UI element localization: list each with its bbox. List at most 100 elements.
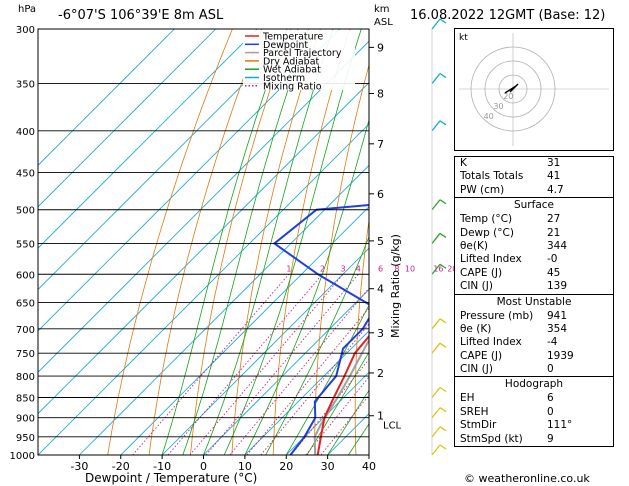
temp-tick-label: 30 (321, 460, 335, 473)
isotherm-line (120, 206, 369, 455)
pressure-tick-label: 700 (16, 325, 35, 336)
surface-label: CIN (J) (460, 280, 493, 293)
most-unstable-value: 0 (547, 363, 554, 376)
pressure-tick-label: 650 (16, 299, 35, 310)
isotherm-line (38, 29, 258, 249)
index-label: K (460, 157, 467, 169)
temp-tick-label: -10 (153, 460, 171, 473)
mixing-ratio-line (205, 273, 359, 455)
isotherm-line (79, 164, 369, 455)
isotherm-line (285, 371, 369, 455)
mixing-ratio-label: 3 (341, 264, 346, 273)
surface-title: Surface (513, 199, 554, 212)
wind-barb-flag (439, 263, 447, 269)
index-value: 31 (547, 157, 561, 169)
pressure-tick-label: 400 (16, 127, 35, 138)
surface-value: 21 (547, 226, 561, 239)
hodograph-stat-value: 9 (547, 432, 554, 445)
mixing-ratio-line (189, 273, 344, 455)
surface-row: CIN (J) 139 (455, 280, 613, 293)
pressure-tick-label: 450 (16, 168, 35, 179)
height-tick-label: 6 (377, 188, 384, 201)
legend-entry: Mixing Ratio (263, 81, 322, 92)
most-unstable-label: θe (K) (460, 322, 492, 335)
surface-value: 45 (547, 266, 561, 279)
hodograph-stat-row: EH 6 (455, 392, 613, 405)
mixing-ratio-line (246, 307, 369, 455)
mixing-ratio-label: 10 (405, 264, 415, 273)
mixing-ratio-label: 8 (394, 264, 399, 273)
wind-barb (431, 444, 441, 456)
wind-barb-flag (439, 426, 447, 432)
isotherm-line (161, 247, 369, 455)
height-tick-label: 9 (377, 41, 384, 54)
wind-barb-flag (439, 386, 447, 393)
dry-adiabat-line (272, 29, 351, 455)
pressure-tick-label: 300 (16, 25, 35, 36)
legend-entry: Wet Adiabat (263, 65, 321, 76)
temp-tick-label: 40 (362, 460, 376, 473)
pressure-tick-label: 600 (16, 270, 35, 281)
dry-adiabat-line (148, 29, 263, 455)
pressure-tick-label: 900 (16, 414, 35, 425)
wind-barb (431, 18, 441, 30)
mixing-ratio-line (260, 323, 369, 455)
surface-value: -0 (547, 253, 558, 266)
dewpoint-line (272, 203, 369, 455)
temp-tick-label: 10 (238, 460, 252, 473)
wind-barb (431, 120, 441, 132)
hodograph-stat-row: StmDir 111° (455, 419, 613, 432)
surface-value: 139 (547, 280, 568, 293)
isotherm-line (38, 123, 369, 455)
index-label: PW (cm) (460, 183, 505, 196)
hodograph-ring-label: 20 (503, 92, 513, 101)
surface-value: 27 (547, 213, 561, 226)
hodograph-trace (504, 83, 519, 94)
indices-panel: K 31 Totals Totals 41 PW (cm) 4.7 Surface Tem… (454, 156, 614, 448)
height-tick-label: 4 (377, 283, 384, 296)
most-unstable-value: 941 (547, 309, 568, 322)
index-label: Totals Totals (460, 170, 524, 183)
surface-row: CAPE (J) 45 (455, 267, 613, 280)
wet-adiabat-line (182, 29, 309, 455)
pressure-unit: hPa (18, 4, 37, 15)
temp-tick-label: -30 (70, 460, 88, 473)
most-unstable-row: θe (K) 354 (455, 323, 613, 336)
height-tick-label: 8 (377, 88, 384, 101)
wind-barb-flag (439, 199, 447, 205)
surface-row: Lifted Index -0 (455, 253, 613, 266)
surface-label: Temp (°C) (460, 213, 513, 226)
most-unstable-label: CIN (J) (460, 363, 493, 376)
pressure-tick-label: 950 (16, 433, 35, 444)
hodograph-ring-label: 30 (493, 102, 503, 111)
height-unit: km (374, 4, 390, 15)
wind-barb (431, 407, 441, 419)
mixing-ratio-label: 6 (378, 264, 383, 273)
pressure-tick-label: 750 (16, 349, 35, 360)
mixing-ratio-line (320, 394, 369, 455)
most-unstable-value: 1939 (547, 349, 574, 362)
wet-adiabat-line (306, 351, 369, 455)
index-row: Totals Totals 41 (455, 170, 613, 183)
wind-barb-flag (439, 120, 447, 126)
wet-adiabat-line (161, 29, 288, 455)
hodograph-unit: kt (459, 33, 468, 43)
mixing-ratio-line (167, 273, 323, 455)
surface-row: Temp (°C) 27 (455, 213, 613, 226)
datetime-title: 16.08.2022 12GMT (Base: 12) (410, 8, 606, 23)
pressure-tick-label: 850 (16, 393, 35, 404)
isotherm-line (38, 29, 299, 291)
height-tick-label: 7 (377, 138, 384, 151)
wind-barb-flag (439, 444, 447, 450)
wind-barb (431, 73, 441, 84)
hodograph-stat-label: SREH (460, 405, 489, 418)
isotherm-line (244, 330, 369, 455)
legend-entry: Dewpoint (263, 40, 308, 51)
height-tick-label: 1 (377, 410, 384, 423)
hodograph-stat-value: 6 (547, 392, 554, 405)
wind-barb (431, 342, 441, 354)
pressure-tick-label: 1000 (10, 451, 35, 462)
location-title: -6°07'S 106°39'E 8m ASL (58, 8, 224, 23)
surface-label: CAPE (J) (460, 266, 503, 279)
